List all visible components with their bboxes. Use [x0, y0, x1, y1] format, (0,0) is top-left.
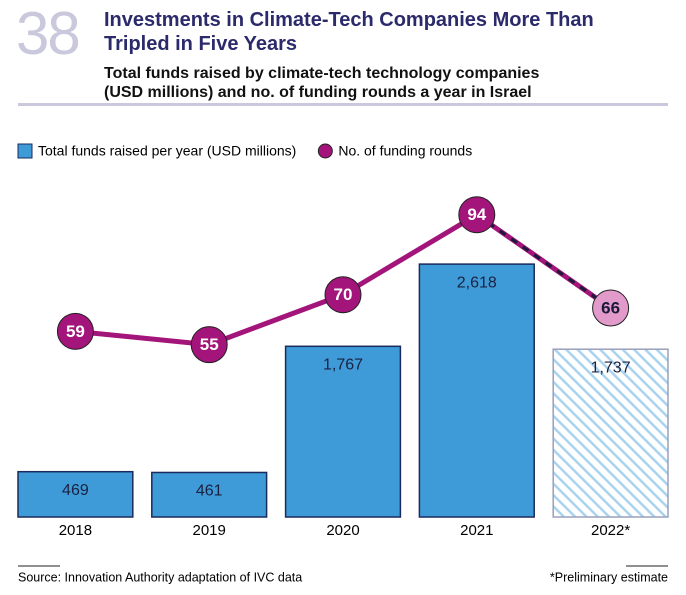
- x-tick-label: 2022*: [591, 522, 630, 539]
- figure-number: 38: [16, 0, 81, 67]
- bar-value-label: 1,737: [591, 359, 631, 376]
- footnote: *Preliminary estimate: [550, 570, 668, 584]
- source: Source: Innovation Authority adaptation …: [18, 570, 302, 584]
- point-value-label: 94: [467, 205, 486, 224]
- legend-label: Total funds raised per year (USD million…: [38, 143, 296, 159]
- point-value-label: 70: [334, 285, 353, 304]
- bar: [418, 263, 535, 518]
- chart-title: Investments in Climate-Tech Companies Mo…: [104, 9, 594, 55]
- legend-swatch: [17, 143, 33, 159]
- legend-swatch: [317, 143, 333, 159]
- x-tick-label: 2021: [460, 522, 493, 539]
- point-value-label: 55: [200, 335, 219, 354]
- bar: [552, 348, 669, 518]
- point-value-label: 59: [66, 322, 85, 341]
- point-value-label: 66: [601, 299, 620, 318]
- divider: [18, 103, 668, 106]
- x-tick-label: 2018: [59, 522, 92, 539]
- legend-label: No. of funding rounds: [338, 143, 472, 159]
- bar: [151, 471, 268, 518]
- bar-value-label: 469: [62, 482, 89, 499]
- bar-value-label: 2,618: [457, 274, 497, 291]
- x-tick-label: 2019: [193, 522, 226, 539]
- bar: [17, 470, 134, 518]
- line-point: [56, 312, 94, 350]
- chart-subtitle: Total funds raised by climate-tech techn…: [104, 65, 540, 101]
- line-point: [592, 289, 630, 327]
- line-point: [324, 276, 362, 314]
- bar-value-label: 1,767: [323, 357, 363, 374]
- bar: [284, 345, 402, 518]
- line-point: [190, 326, 228, 364]
- line-point: [458, 196, 496, 234]
- bar-value-label: 461: [196, 483, 223, 500]
- x-tick-label: 2020: [326, 522, 359, 539]
